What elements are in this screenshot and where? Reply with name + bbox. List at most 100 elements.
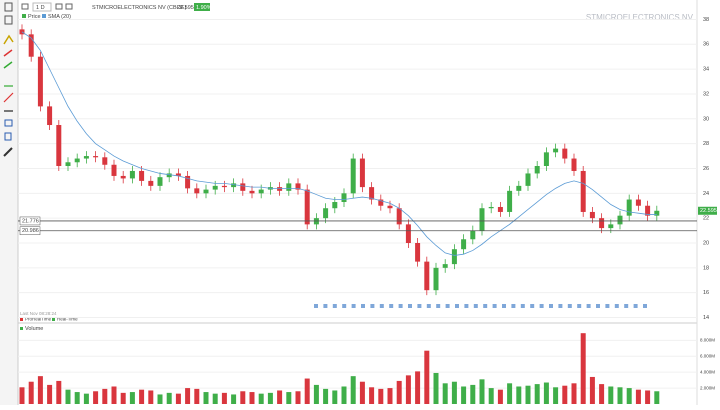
candle-body: [286, 183, 292, 191]
candle-body: [221, 185, 227, 188]
level-label: 20.986: [22, 228, 39, 234]
menu-icon[interactable]: [21, 3, 29, 10]
level-box: [19, 226, 41, 236]
volume-bar: [488, 388, 494, 404]
candle-body: [599, 218, 605, 229]
y-tick-label: 22: [703, 216, 709, 222]
volume-bar: [83, 393, 89, 404]
candle-body: [387, 205, 393, 209]
volume-bar: [599, 384, 605, 404]
timeframe-box[interactable]: [32, 2, 52, 12]
volume-bar: [102, 388, 108, 404]
volume-bar: [47, 384, 53, 404]
draw-tool[interactable]: [3, 61, 13, 69]
candle-body: [332, 202, 338, 209]
change: 1.90%: [196, 5, 212, 11]
instrument: STMICROELECTRONICS NV (CBOE): [92, 5, 187, 11]
candle-body: [405, 224, 411, 243]
event-marker: [436, 304, 441, 308]
event-marker: [426, 304, 431, 308]
candle-body: [433, 267, 439, 291]
volume-bar: [433, 372, 439, 404]
candle-body: [231, 183, 237, 188]
volume-bar: [277, 390, 283, 404]
candle-body: [608, 224, 614, 229]
event-marker: [408, 304, 412, 308]
event-marker: [530, 304, 535, 308]
candle-body: [139, 170, 145, 181]
candle-body: [543, 152, 549, 166]
rect-tool[interactable]: [4, 119, 13, 127]
layout-icon[interactable]: [65, 3, 73, 10]
draw-tool[interactable]: [3, 34, 14, 45]
level-label: 21.776: [22, 218, 39, 224]
candle-body: [396, 208, 402, 225]
candle-body: [212, 185, 218, 190]
volume-bar: [65, 389, 71, 404]
event-marker: [605, 304, 610, 308]
candle-body: [534, 166, 540, 174]
volume-bar: [203, 392, 209, 404]
y-tick-label: 4.000M: [700, 369, 715, 374]
candle-body: [442, 264, 448, 268]
volume-bar: [56, 380, 62, 404]
volume-bar: [249, 392, 255, 404]
volume-bar: [341, 386, 347, 404]
volume-bar: [654, 391, 660, 404]
candle-body: [589, 211, 595, 219]
ruler-tool[interactable]: [3, 147, 13, 157]
volume-bar: [304, 378, 310, 404]
candle-body: [488, 206, 494, 209]
volume-bar: [369, 387, 375, 404]
event-marker: [577, 304, 582, 308]
timeframe[interactable]: 1 D: [36, 5, 45, 11]
volume-bar: [645, 390, 651, 404]
event-marker: [314, 304, 318, 308]
event-marker: [492, 304, 497, 308]
event-marker: [417, 304, 422, 308]
candle-body: [341, 193, 347, 203]
line-tool[interactable]: [3, 92, 14, 103]
candle-body: [562, 148, 568, 159]
volume-bar: [28, 381, 34, 404]
event-marker: [323, 304, 328, 308]
fib-tool[interactable]: [4, 132, 12, 141]
last-price: 22.595: [177, 5, 194, 11]
event-marker: [549, 304, 553, 308]
volume-bar: [479, 379, 485, 404]
y-tick-label: 6.000M: [700, 353, 715, 358]
candle-body: [617, 215, 623, 225]
volume-bar: [350, 376, 356, 404]
candle-body: [28, 34, 34, 57]
candle-body: [497, 206, 503, 212]
candle-body: [56, 125, 62, 166]
sma-line: [21, 31, 657, 256]
volume-bar: [451, 381, 457, 404]
candle-body: [635, 199, 641, 206]
y-tick-label: 28: [703, 141, 709, 147]
volume-bar: [507, 383, 513, 404]
event-marker: [483, 304, 488, 308]
change-badge: [194, 3, 210, 11]
candle-body: [571, 158, 577, 171]
volume-bar: [231, 394, 237, 404]
draw-tool[interactable]: [3, 49, 13, 57]
volume-bar: [442, 383, 448, 404]
settings-icon[interactable]: [55, 3, 63, 10]
event-marker: [464, 304, 469, 308]
volume-bar: [185, 388, 191, 404]
volume-bar: [148, 390, 154, 404]
event-marker: [455, 304, 459, 308]
candle-body: [65, 162, 71, 166]
delete-tool[interactable]: [4, 2, 13, 12]
candle-body: [93, 156, 99, 158]
alert-tool[interactable]: [4, 15, 13, 25]
volume-bar: [166, 392, 172, 404]
volume-bar: [470, 384, 476, 404]
event-marker: [389, 304, 394, 308]
event-marker: [398, 304, 403, 308]
event-marker: [342, 304, 347, 308]
brand-icon: [20, 318, 23, 321]
y-tick-label: 24: [703, 191, 709, 197]
